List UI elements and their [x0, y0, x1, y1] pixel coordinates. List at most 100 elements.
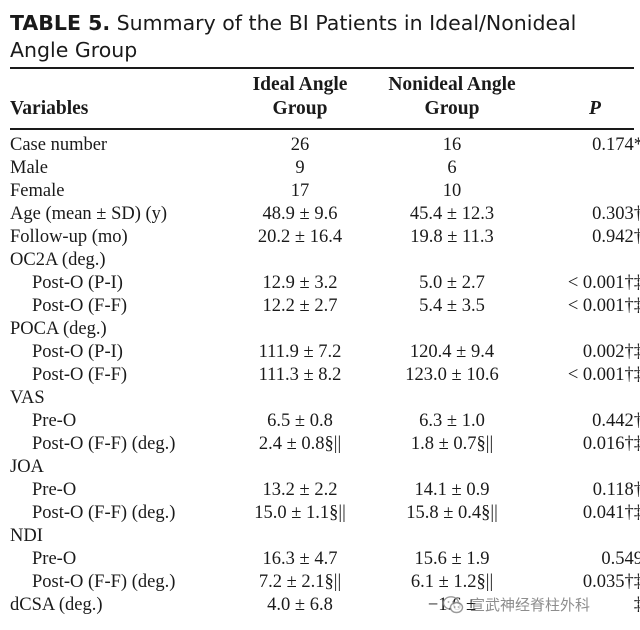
cell-variable: OC2A (deg.) [10, 250, 106, 270]
cell-variable: Post-O (F-F) [32, 296, 128, 316]
table-caption-text: Summary of the BI Patients in Ideal/Noni… [10, 11, 577, 62]
wechat-icon [442, 596, 464, 614]
table-caption-label: TABLE 5. [10, 11, 111, 35]
top-rule [10, 67, 634, 69]
table-row: Follow-up (mo) 20.2 ± 16.4 19.8 ± 11.3 0.94… [10, 226, 640, 249]
table-row: NDI [10, 525, 634, 548]
cell-variable: Case number [10, 135, 108, 155]
table-row: VAS [10, 387, 634, 410]
cell-nonideal-group: 5.0 ± 2.7 [419, 273, 485, 293]
cell-variable: Follow-up (mo) [10, 227, 128, 247]
cell-variable: Age (mean ± SD) (y) [10, 204, 168, 224]
header-nonideal-angle-group: Nonideal Angle Group [372, 73, 532, 121]
table-row: Post-O (F-F) 12.2 ± 2.7 5.4 ± 3.5 < 0.001†‡ [10, 295, 640, 318]
cell-p-value: 0.174* [592, 135, 640, 155]
table-row: Pre-O 13.2 ± 2.2 14.1 ± 0.9 0.118† [10, 479, 640, 502]
cell-variable: dCSA (deg.) [10, 595, 103, 615]
table-row: Case number 26 16 0.174* [10, 134, 640, 157]
cell-p-value: 0.942† [592, 227, 640, 247]
cell-ideal-group: 4.0 ± 6.8 [267, 595, 333, 615]
cell-variable: Post-O (F-F) (deg.) [32, 572, 176, 592]
table-row: Post-O (F-F) (deg.) 7.2 ± 2.1§|| 6.1 ± 1.2… [10, 571, 640, 594]
cell-variable: POCA (deg.) [10, 319, 107, 339]
cell-nonideal-group: 1.8 ± 0.7§|| [410, 434, 494, 454]
cell-nonideal-group: 120.4 ± 9.4 [409, 342, 495, 362]
cell-variable: Pre-O [32, 411, 77, 431]
cell-p-value: 0.035†‡ [582, 572, 640, 592]
cell-nonideal-group: 45.4 ± 12.3 [409, 204, 495, 224]
cell-ideal-group: 6.5 ± 0.8 [267, 411, 333, 431]
cell-nonideal-group: 6 [447, 158, 457, 178]
cell-p-value: 0.549 [601, 549, 640, 569]
header-ideal-line2: Group [272, 98, 328, 119]
cell-ideal-group: 9 [295, 158, 305, 178]
cell-nonideal-group: 123.0 ± 10.6 [405, 365, 499, 385]
table-body: Case number 26 16 0.174* Male 9 6 Female 17 10 Age… [10, 134, 640, 617]
cell-ideal-group: 111.9 ± 7.2 [258, 342, 342, 362]
header-ideal-angle-group: Ideal Angle Group [220, 73, 380, 121]
table-row: Post-O (P-I) 12.9 ± 3.2 5.0 ± 2.7 < 0.001†‡ [10, 272, 640, 295]
table-row: POCA (deg.) [10, 318, 634, 341]
cell-nonideal-group: 16 [442, 135, 462, 155]
cell-ideal-group: 17 [290, 181, 310, 201]
header-nonideal-line1: Nonideal Angle [388, 74, 516, 95]
cell-nonideal-group: 15.6 ± 1.9 [414, 549, 490, 569]
cell-ideal-group: 16.3 ± 4.7 [262, 549, 338, 569]
table-row: OC2A (deg.) [10, 249, 634, 272]
cell-nonideal-group: 15.8 ± 0.4§|| [406, 503, 498, 523]
cell-ideal-group: 2.4 ± 0.8§|| [258, 434, 342, 454]
cell-nonideal-group: 14.1 ± 0.9 [414, 480, 490, 500]
cell-p-value: ‡ [530, 594, 640, 617]
cell-variable: NDI [10, 526, 43, 546]
header-ideal-line1: Ideal Angle [252, 74, 348, 95]
cell-p-value: < 0.001†‡ [567, 365, 640, 385]
header-p-value: P [589, 98, 601, 119]
watermark-text: 宣武神经脊柱外科 [470, 596, 591, 614]
cell-variable: Post-O (F-F) (deg.) [32, 434, 176, 454]
cell-variable: Pre-O [32, 480, 77, 500]
cell-p-value: < 0.001†‡ [567, 296, 640, 316]
header-rule [10, 128, 634, 130]
cell-variable: Post-O (P-I) [32, 342, 123, 362]
table-row: Male 9 6 [10, 157, 634, 180]
cell-nonideal-group: 10 [442, 181, 462, 201]
table-row: Post-O (F-F) (deg.) 2.4 ± 0.8§|| 1.8 ± 0.7… [10, 433, 640, 456]
cell-p-value: 0.016†‡ [582, 434, 640, 454]
table-caption: TABLE 5. Summary of the BI Patients in I… [10, 10, 634, 64]
watermark: 宣武神经脊柱外科 [442, 590, 638, 620]
table-row: Pre-O 6.5 ± 0.8 6.3 ± 1.0 0.442† [10, 410, 640, 433]
cell-p-value: < 0.001†‡ [567, 273, 640, 293]
cell-p-value: 0.041†‡ [582, 503, 640, 523]
cell-variable: Male [10, 158, 49, 178]
table-row: Post-O (F-F) (deg.) 15.0 ± 1.1§|| 15.8 ± 0… [10, 502, 640, 525]
table-row: Pre-O 16.3 ± 4.7 15.6 ± 1.9 0.549 [10, 548, 640, 571]
cell-variable: Female [10, 181, 65, 201]
cell-variable: Post-O (P-I) [32, 273, 123, 293]
cell-variable: Post-O (F-F) [32, 365, 128, 385]
cell-p-value: 0.118† [592, 480, 640, 500]
cell-nonideal-group: 6.3 ± 1.0 [419, 411, 485, 431]
cell-ideal-group: 48.9 ± 9.6 [262, 204, 338, 224]
cell-variable: Post-O (F-F) (deg.) [32, 503, 176, 523]
cell-nonideal-group: 6.1 ± 1.2§|| [410, 572, 494, 592]
header-nonideal-line2: Group [424, 98, 480, 119]
cell-ideal-group: 12.2 ± 2.7 [262, 296, 338, 316]
header-variables: Variables [10, 98, 89, 119]
table-row: JOA [10, 456, 634, 479]
table-row: Age (mean ± SD) (y) 48.9 ± 9.6 45.4 ± 12.3… [10, 203, 640, 226]
cell-ideal-group: 7.2 ± 2.1§|| [258, 572, 342, 592]
cell-ideal-group: 20.2 ± 16.4 [257, 227, 343, 247]
table-row: Post-O (P-I) 111.9 ± 7.2 120.4 ± 9.4 0.002†… [10, 341, 640, 364]
cell-ideal-group: 12.9 ± 3.2 [262, 273, 338, 293]
cell-ideal-group: 111.3 ± 8.2 [258, 365, 342, 385]
cell-nonideal-group: 19.8 ± 11.3 [410, 227, 494, 247]
cell-variable: VAS [10, 388, 45, 408]
table-row: Post-O (F-F) 111.3 ± 8.2 123.0 ± 10.6 < 0.0… [10, 364, 640, 387]
cell-variable: Pre-O [32, 549, 77, 569]
cell-variable: JOA [10, 457, 44, 477]
cell-ideal-group: 26 [290, 135, 310, 155]
cell-nonideal-group: 5.4 ± 3.5 [419, 296, 485, 316]
cell-p-value: 0.002†‡ [582, 342, 640, 362]
cell-ideal-group: 13.2 ± 2.2 [262, 480, 338, 500]
